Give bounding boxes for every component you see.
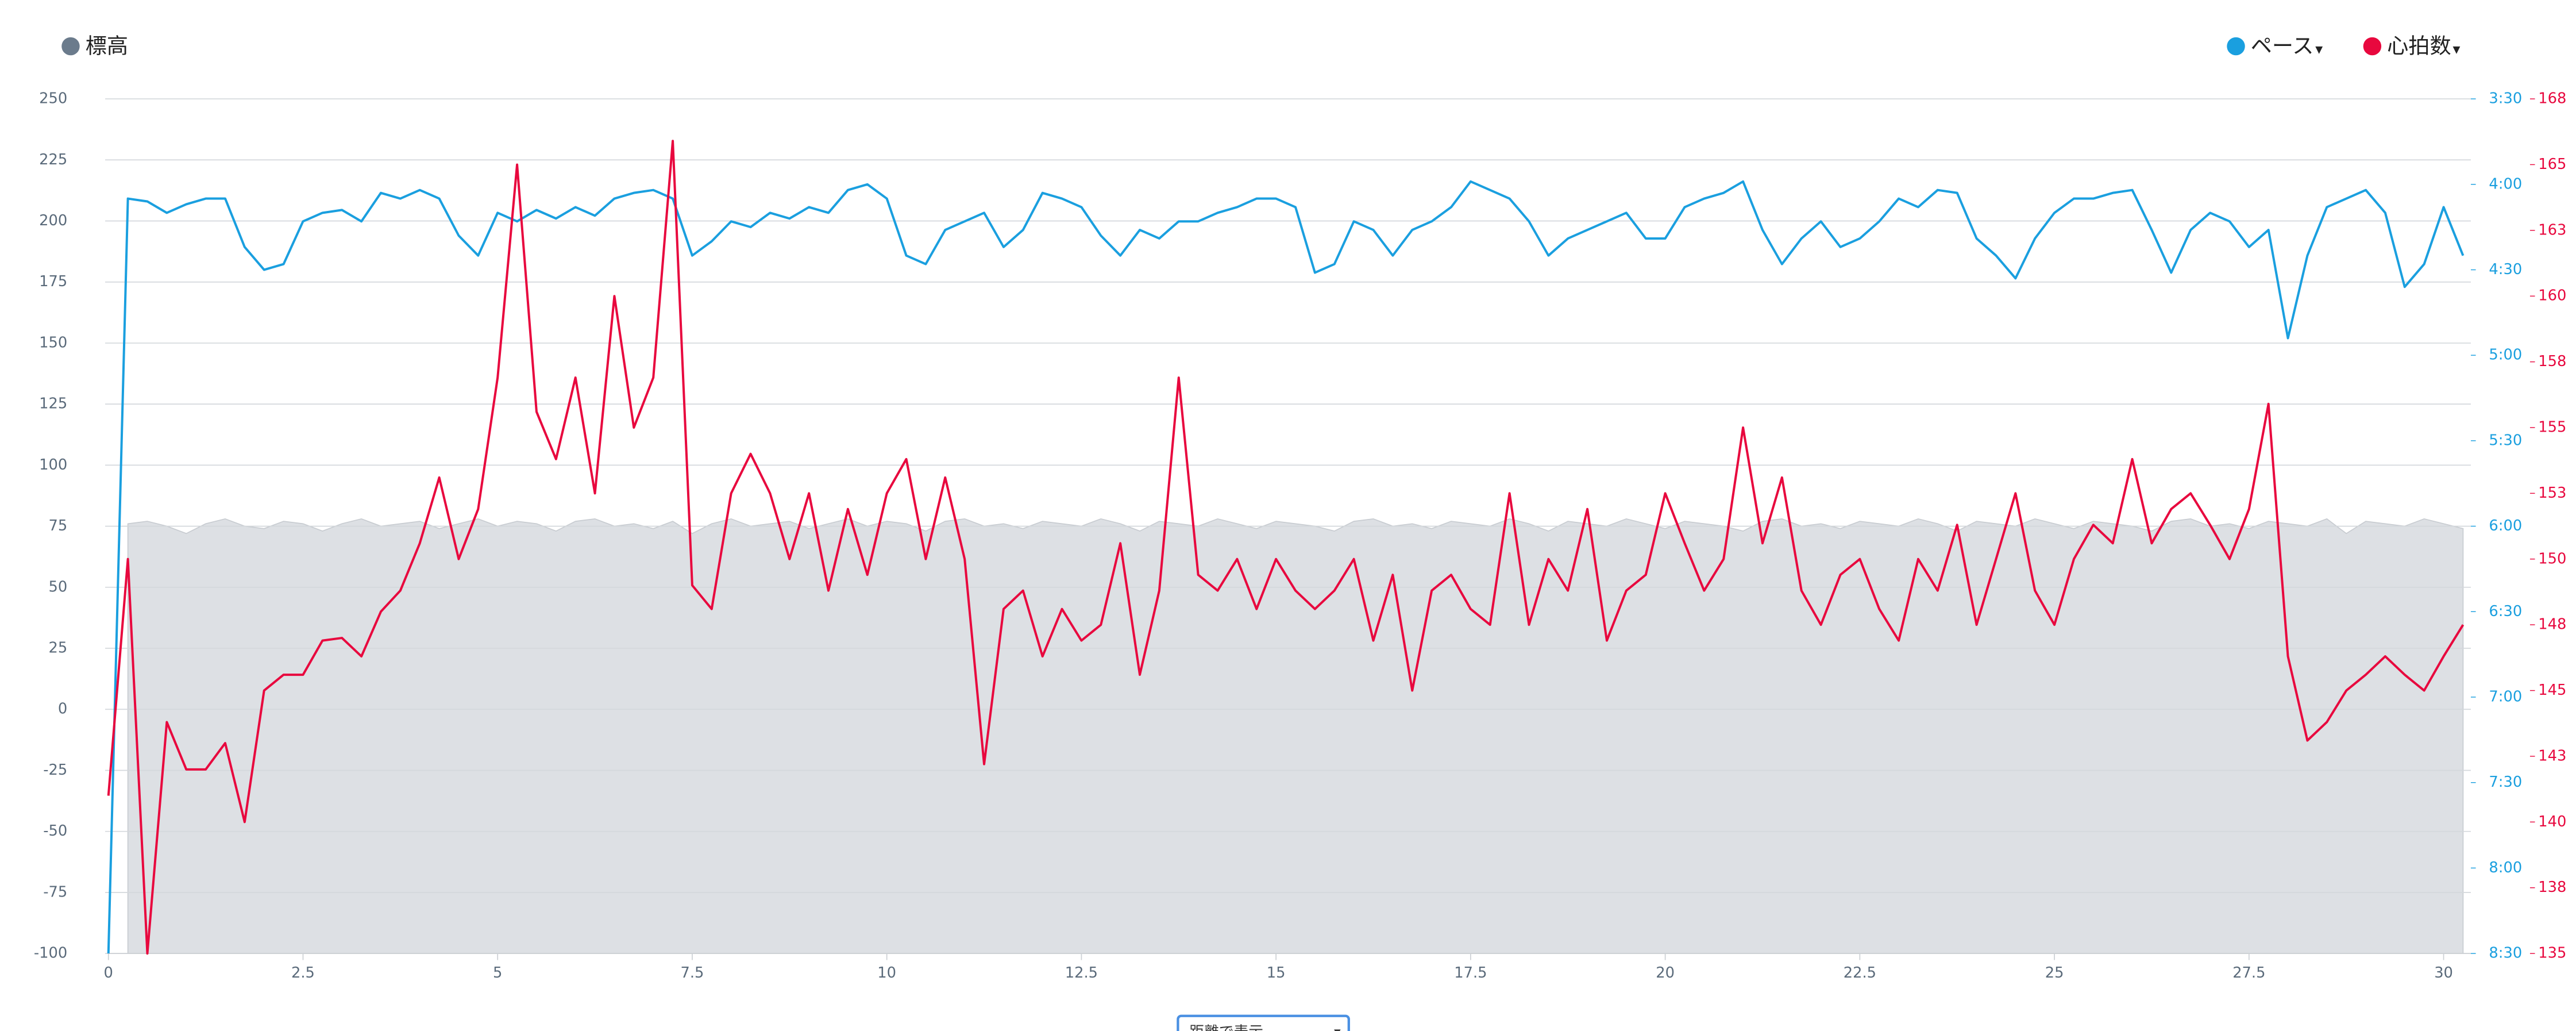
x-tick-label: 20 (1656, 964, 1675, 982)
legend-label[interactable]: 心拍数 (2387, 33, 2451, 58)
y3-tick-label: 140 (2538, 813, 2566, 830)
y3-tick-label: 143 (2538, 747, 2566, 764)
y-tick-label: 25 (49, 640, 68, 657)
y-tick-label: 150 (39, 334, 67, 351)
y-tick-label: -25 (43, 761, 67, 779)
y3-tick-label: 153 (2538, 484, 2566, 502)
y2-tick-label: 4:00 (2489, 175, 2522, 193)
y-tick-label: -75 (43, 883, 67, 901)
y3-tick-label: 155 (2538, 419, 2566, 436)
legend-dropdown[interactable]: ▾ (2452, 41, 2460, 58)
y2-tick-label: 7:00 (2489, 688, 2522, 705)
y-tick-label: 75 (49, 517, 68, 534)
y-tick-label: 250 (39, 90, 67, 107)
legend-label: 標高 (86, 33, 128, 58)
x-tick-label: 7.5 (680, 964, 704, 982)
y-tick-label: 125 (39, 395, 67, 413)
y2-tick-label: 8:30 (2489, 945, 2522, 962)
y3-tick-label: 135 (2538, 945, 2566, 962)
select-box[interactable] (1177, 1014, 1350, 1031)
legend-dropdown[interactable]: ▾ (2315, 41, 2323, 58)
select-label[interactable]: 距離で表示 (1189, 1024, 1263, 1031)
y3-tick-label: 138 (2538, 879, 2566, 896)
y3-tick-label: 163 (2538, 221, 2566, 238)
y-tick-label: -100 (34, 945, 67, 962)
legend-marker[interactable] (2227, 37, 2245, 56)
legend-marker (61, 37, 80, 56)
elevation-area (127, 518, 2464, 954)
y-tick-label: 200 (39, 212, 67, 229)
y2-tick-label: 5:30 (2489, 432, 2522, 449)
y3-tick-label: 158 (2538, 353, 2566, 370)
y-tick-label: 50 (49, 578, 68, 595)
x-tick-label: 30 (2434, 964, 2453, 982)
x-tick-label: 22.5 (1844, 964, 1876, 982)
x-tick-label: 25 (2045, 964, 2064, 982)
y-tick-label: 175 (39, 273, 67, 290)
y3-tick-label: 145 (2538, 682, 2566, 699)
x-tick-label: 2.5 (291, 964, 315, 982)
legend-label[interactable]: ペース (2251, 33, 2314, 58)
y3-tick-label: 148 (2538, 616, 2566, 633)
x-tick-label: 10 (877, 964, 896, 982)
y-tick-label: 225 (39, 151, 67, 168)
y-tick-label: 100 (39, 456, 67, 474)
y-tick-label: 0 (58, 701, 67, 718)
y2-tick-label: 7:30 (2489, 774, 2522, 791)
x-tick-label: 15 (1267, 964, 1286, 982)
x-tick-label: 12.5 (1065, 964, 1098, 982)
y2-tick-label: 4:30 (2489, 261, 2522, 278)
legend-marker[interactable] (2363, 37, 2382, 56)
y2-tick-label: 6:00 (2489, 517, 2522, 534)
x-tick-label: 27.5 (2232, 964, 2265, 982)
y3-tick-label: 168 (2538, 90, 2566, 107)
x-tick-label: 0 (104, 964, 113, 982)
y3-tick-label: 160 (2538, 287, 2566, 305)
select-arrow[interactable]: ▾ (1334, 1025, 1341, 1031)
y3-tick-label: 165 (2538, 156, 2566, 173)
x-tick-label: 5 (493, 964, 502, 982)
y2-tick-label: 8:00 (2489, 859, 2522, 876)
y2-tick-label: 5:00 (2489, 347, 2522, 364)
y-tick-label: -50 (43, 822, 67, 840)
y2-tick-label: 6:30 (2489, 603, 2522, 620)
series-line (107, 140, 2465, 955)
y2-tick-label: 3:30 (2489, 90, 2522, 107)
x-tick-label: 17.5 (1454, 964, 1487, 982)
y3-tick-label: 150 (2538, 550, 2566, 567)
series-line (107, 180, 2465, 954)
